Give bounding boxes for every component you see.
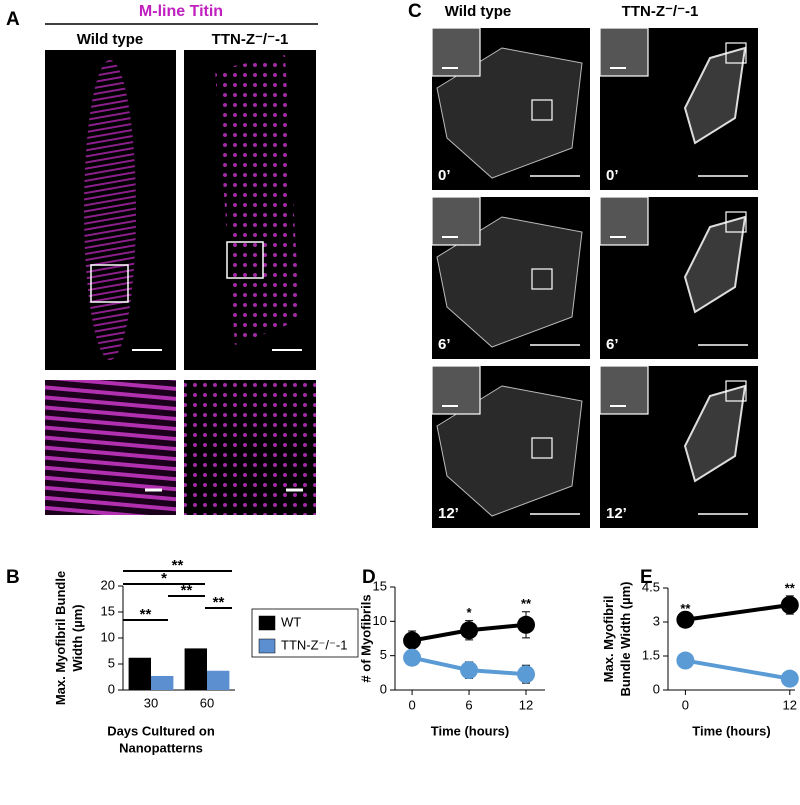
column-label: TTN-Z⁻/⁻-1 [212,31,289,48]
panel-label: E [640,567,653,588]
point [780,669,799,688]
panel-label: C [408,1,422,22]
y-tick-label: 0 [380,681,387,696]
inset-box [531,437,553,459]
bar [207,670,230,690]
cell [436,385,583,517]
y-tick-label: 1.5 [642,647,660,662]
legend-label: TTN-Z⁻/⁻-1 [281,637,347,652]
inset-box [531,99,553,121]
legend-frame [251,608,359,658]
legend-swatch [258,615,276,631]
panel-label: A [6,9,20,30]
x-tick-label: 0 [408,697,415,712]
y-tick-label: 10 [101,629,115,644]
zoom-micrograph [184,380,316,515]
time-label: 0’ [438,167,451,184]
x-axis-label: Time (hours) [431,723,510,738]
cell [683,46,747,145]
series-line [685,658,791,681]
y-tick-label: 3 [653,613,660,628]
x-axis-label: Days Cultured on [107,723,215,738]
panel-label: B [6,567,20,588]
significance-label: ** [140,606,152,623]
y-tick-label: 20 [101,577,115,592]
bar [128,657,151,690]
y-axis-label: Max. Myofibril Bundle [53,571,68,705]
column-label: Wild type [445,3,512,20]
inset [599,196,649,246]
charts: B Max. Myofibril Bundle Width (µm) Days Cul… [6,557,799,755]
y-axis-label: Max. Myofibril [601,596,616,683]
bar [151,675,174,690]
zoom-micrograph [45,380,176,515]
inset-box [725,42,747,64]
time-label: 6’ [606,336,619,353]
significance-label: ** [213,594,225,611]
time-label: 12’ [438,505,459,522]
cell [84,60,136,360]
column-label: Wild type [77,31,144,48]
y-tick-label: 10 [373,613,387,628]
y-axis-label: Width (µm) [70,604,85,671]
significance-label: * [161,570,167,587]
cell [683,384,747,483]
inset-box [90,264,129,303]
cell [436,216,583,348]
time-label: 12’ [606,505,627,522]
inset-box [725,211,747,233]
significance-label: * [467,605,473,620]
y-tick-label: 15 [373,578,387,593]
significance-label: ** [680,601,691,616]
inset-box [226,241,264,279]
significance-label: ** [785,580,796,595]
point [460,621,479,640]
panel-label: D [362,567,376,588]
x-axis-label: Nanopatterns [119,740,203,755]
y-axis-label: # of Myofibrils [358,594,373,682]
y-tick-label: 0 [108,681,115,696]
panel-c-grid: 0’ 0’ 6’ 6’ 12’ 12’ [431,27,758,528]
time-label: 6’ [438,336,451,353]
cell [683,215,747,314]
x-tick-label: 6 [465,697,472,712]
x-tick-label: 60 [200,695,214,710]
x-axis-label: Time (hours) [692,723,771,738]
point [676,651,695,670]
y-tick-label: 5 [108,655,115,670]
significance-label: ** [172,557,184,574]
point [403,631,422,650]
y-tick-label: 0 [653,681,660,696]
point [517,665,536,684]
significance-label: ** [181,582,193,599]
point [676,610,695,629]
inset-box [531,268,553,290]
time-label: 0’ [606,167,619,184]
inset-box [725,380,747,402]
series-line [685,603,791,622]
legend-label: WT [281,614,301,629]
bar [184,648,207,690]
cell [215,55,300,345]
cell [436,47,583,179]
x-tick-label: 12 [519,697,533,712]
x-tick-label: 30 [144,695,158,710]
x-tick-label: 0 [682,697,689,712]
point [460,661,479,680]
y-tick-label: 15 [101,603,115,618]
legend-swatch [258,638,276,654]
x-tick-label: 12 [783,697,797,712]
column-label: TTN-Z⁻/⁻-1 [622,3,699,20]
y-axis-label: Bundle Width (µm) [618,582,633,697]
significance-label: ** [521,596,532,611]
point [403,648,422,667]
panel-title: M-line Titin [139,3,223,20]
point [517,615,536,634]
y-tick-label: 5 [380,647,387,662]
y-tick-label: 4.5 [642,579,660,594]
point [780,596,799,614]
